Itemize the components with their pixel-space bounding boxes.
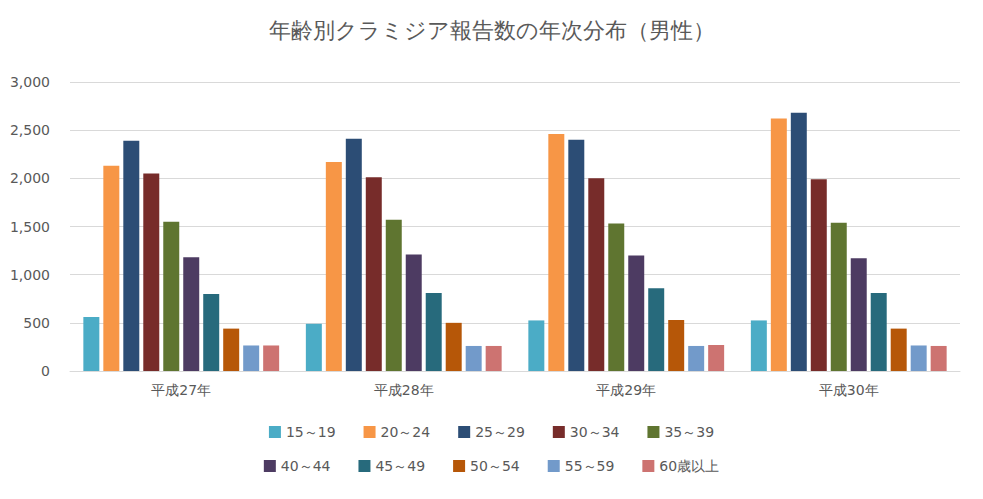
svg-text:25～29: 25～29 [475,424,525,440]
svg-text:20～24: 20～24 [381,424,431,440]
svg-text:500: 500 [23,315,50,331]
svg-text:平成30年: 平成30年 [819,382,879,398]
svg-text:1,000: 1,000 [10,267,50,283]
svg-text:50～54: 50～54 [470,458,520,474]
svg-text:2,500: 2,500 [10,122,50,138]
svg-text:1,500: 1,500 [10,219,50,235]
svg-text:40～44: 40～44 [281,458,331,474]
svg-text:60歳以上: 60歳以上 [659,458,719,474]
svg-text:3,000: 3,000 [10,74,50,90]
svg-text:45～49: 45～49 [375,458,425,474]
svg-text:平成29年: 平成29年 [596,382,656,398]
svg-text:年齢別クラミジア報告数の年次分布（男性）: 年齢別クラミジア報告数の年次分布（男性） [269,18,715,43]
svg-text:55～59: 55～59 [565,458,615,474]
svg-text:2,000: 2,000 [10,170,50,186]
svg-text:15～19: 15～19 [286,424,336,440]
svg-text:平成28年: 平成28年 [374,382,434,398]
svg-text:35～39: 35～39 [664,424,714,440]
svg-text:平成27年: 平成27年 [151,382,211,398]
svg-text:30～34: 30～34 [570,424,620,440]
svg-text:0: 0 [41,363,50,379]
